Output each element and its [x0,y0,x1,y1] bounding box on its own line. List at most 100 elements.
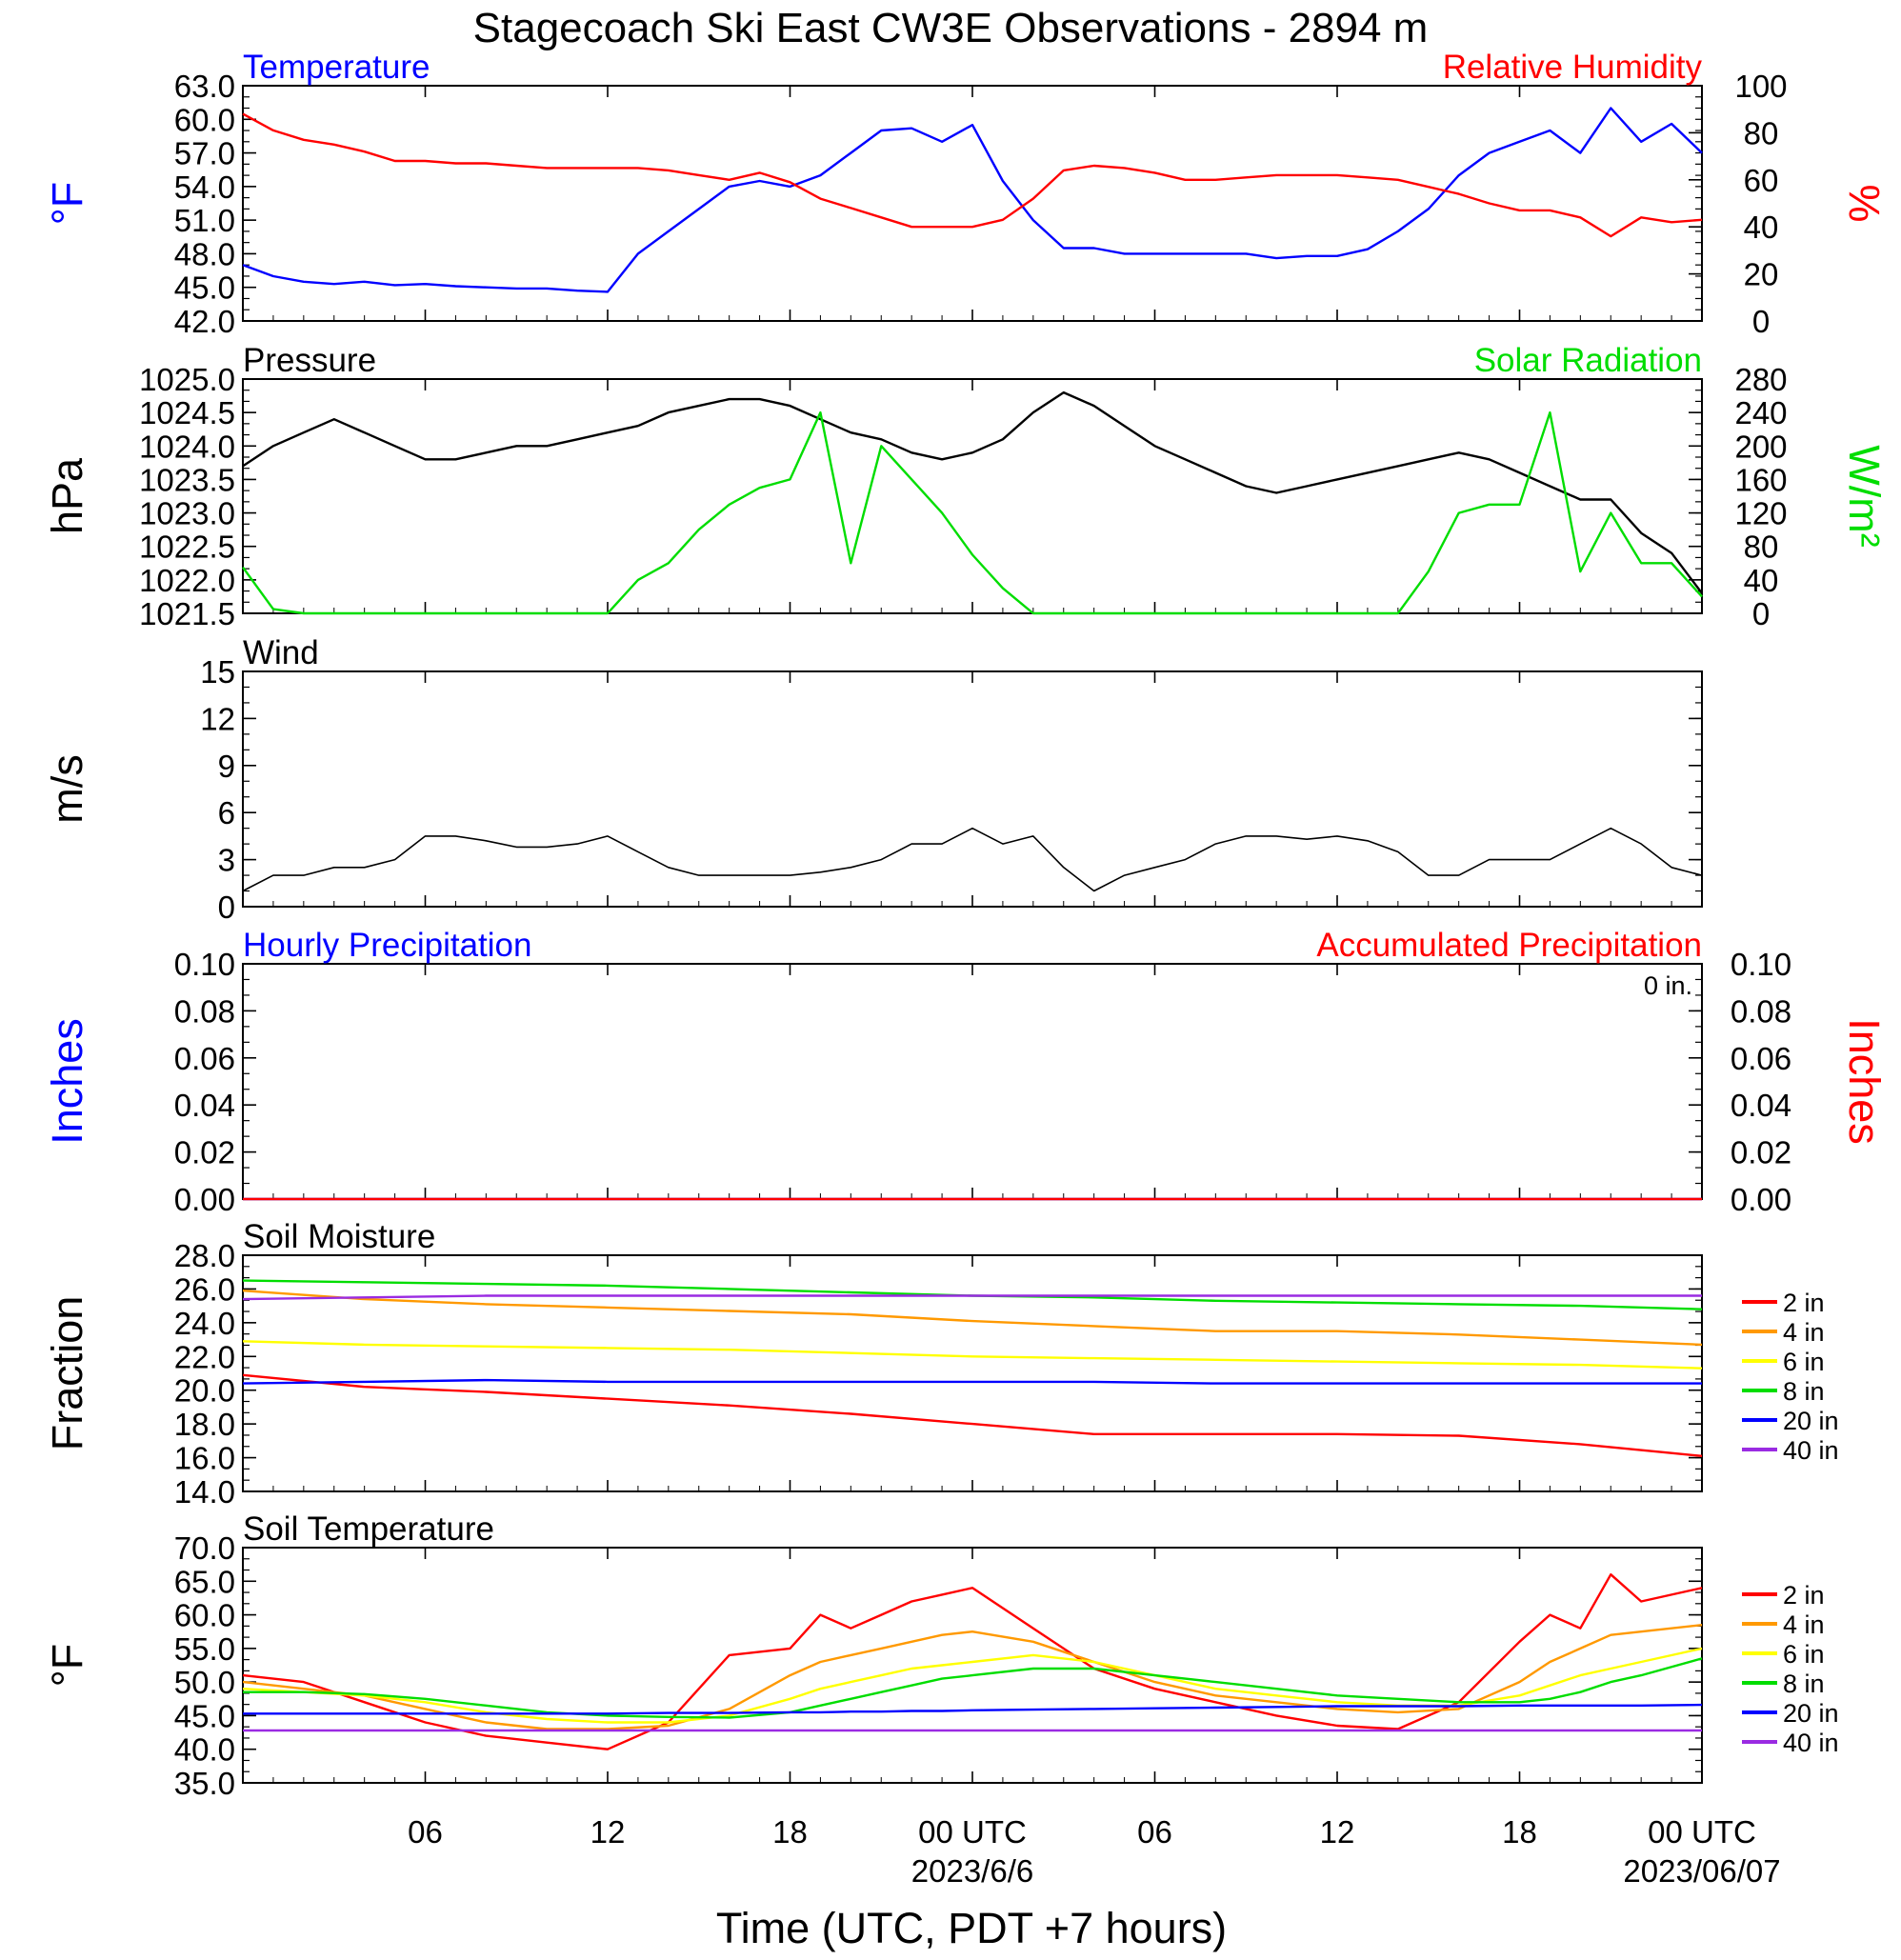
y-tick-label-left: 70.0 [174,1530,235,1566]
y-tick-label-left: 35.0 [174,1766,235,1801]
panel-5-title-left: Soil Temperature [243,1510,494,1548]
series-line-2-in [242,1572,1703,1750]
panel-3-annotation: 0 in. [1644,971,1692,1000]
y-tick-label-right: 160 [1734,462,1787,497]
y-tick-label-right: 20 [1744,257,1779,292]
y-tick-label-right: 0.10 [1731,947,1791,982]
y-tick-label-left: 18.0 [174,1407,235,1442]
panels-layer: 63.060.057.054.051.048.045.042.010080604… [43,49,1889,1801]
time-tick-label: 12 [590,1814,626,1850]
y-tick-label-right: 200 [1734,429,1787,464]
y-tick-label-left: 40.0 [174,1732,235,1768]
panel-3-ylabel-right: Inches [1840,1018,1889,1145]
series-line-40-in [242,1294,1702,1301]
y-tick-label-left: 0.04 [174,1088,235,1123]
series-line-wind [242,827,1703,892]
y-tick-label-left: 24.0 [174,1306,235,1341]
y-tick-label-right: 0.02 [1731,1135,1791,1170]
y-tick-label-left: 1022.5 [139,530,235,565]
y-tick-label-left: 28.0 [174,1238,235,1273]
y-tick-label-left: 0.10 [174,947,235,982]
x-axis-title: Time (UTC, PDT +7 hours) [716,1904,1227,1952]
y-tick-label-left: 54.0 [174,170,235,205]
figure-title: Stagecoach Ski East CW3E Observations - … [473,5,1429,51]
y-tick-label-left: 0.00 [174,1182,235,1217]
date-label: 2023/6/6 [911,1853,1033,1889]
legend-entry: 4 in [1783,1318,1825,1347]
series-line-relative-humidity [242,112,1703,238]
y-tick-label-left: 16.0 [174,1441,235,1476]
y-tick-label-left: 1025.0 [139,362,235,397]
panel-2-title-left: Wind [243,634,319,671]
panel-3-title-left: Hourly Precipitation [243,927,531,964]
y-tick-label-left: 3 [218,843,235,878]
panel-0-ylabel-right: % [1840,184,1889,222]
y-tick-label-right: 120 [1734,496,1787,531]
panel-0-ylabel-left: °F [43,182,91,225]
time-tick-label: 12 [1320,1814,1355,1850]
series-line-20-in [242,1378,1702,1385]
y-tick-label-left: 1023.0 [139,496,235,531]
y-tick-label-right: 80 [1744,530,1779,565]
y-tick-label-left: 57.0 [174,136,235,171]
y-tick-label-left: 63.0 [174,69,235,104]
series-line-pressure [242,390,1703,594]
series-line-4-in [242,1624,1703,1730]
legend-entry: 6 in [1783,1640,1825,1669]
series-line-6-in [242,1340,1703,1370]
date-label: 2023/06/07 [1623,1853,1780,1889]
y-tick-label-left: 0.06 [174,1041,235,1076]
y-tick-label-left: 6 [218,795,235,830]
y-tick-label-right: 0.04 [1731,1088,1791,1123]
series-line-20-in [243,1703,1703,1715]
panel-1-ylabel-right: W/m² [1840,445,1889,547]
y-tick-label-left: 9 [218,749,235,784]
y-tick-label-right: 0.06 [1731,1041,1791,1076]
legend-entry: 20 in [1783,1407,1839,1435]
y-tick-label-left: 22.0 [174,1339,235,1374]
legend-entry: 40 in [1783,1729,1839,1757]
series-line-2-in [242,1373,1703,1457]
y-tick-label-left: 60.0 [174,102,235,137]
y-tick-label-right: 0 [1752,596,1770,631]
panel-5-ylabel-left: °F [43,1644,91,1687]
panel-3-title-right: Accumulated Precipitation [1316,927,1702,964]
panel-4-title-left: Soil Moisture [243,1218,435,1255]
y-tick-label-right: 80 [1744,115,1779,150]
series-line-8-in [243,1657,1703,1719]
legend-entry: 8 in [1783,1670,1825,1698]
y-tick-label-left: 51.0 [174,203,235,238]
time-tick-label: 18 [772,1814,808,1850]
y-tick-label-left: 12 [200,701,235,736]
y-tick-label-left: 60.0 [174,1598,235,1633]
y-tick-label-left: 42.0 [174,304,235,339]
series-line-solar-radiation [242,410,1703,615]
series-line-4-in [242,1290,1703,1347]
y-tick-label-right: 40 [1744,563,1779,598]
y-tick-label-right: 240 [1734,395,1787,430]
time-tick-label: 18 [1502,1814,1537,1850]
panel-0-title-right: Relative Humidity [1443,49,1703,86]
y-tick-label-right: 0 [1752,304,1770,339]
panel-3-ylabel-left: Inches [43,1018,91,1145]
legend-entry: 2 in [1783,1581,1825,1610]
y-tick-label-right: 60 [1744,163,1779,198]
time-tick-label: 00 UTC [1648,1814,1756,1850]
legend-entry: 4 in [1783,1610,1825,1639]
y-tick-label-left: 20.0 [174,1373,235,1409]
legend-entry: 6 in [1783,1348,1825,1376]
y-tick-label-left: 14.0 [174,1474,235,1510]
y-tick-label-left: 1024.5 [139,395,235,430]
y-tick-label-right: 280 [1734,362,1787,397]
y-tick-label-right: 0.08 [1731,993,1791,1029]
y-tick-label-left: 0.08 [174,993,235,1029]
time-tick-label: 06 [1137,1814,1172,1850]
panel-1-ylabel-left: hPa [43,457,91,534]
y-tick-label-left: 1023.5 [139,462,235,497]
y-tick-label-left: 1021.5 [139,596,235,631]
y-tick-label-left: 45.0 [174,1698,235,1733]
panel-0-title-left: Temperature [243,49,430,86]
